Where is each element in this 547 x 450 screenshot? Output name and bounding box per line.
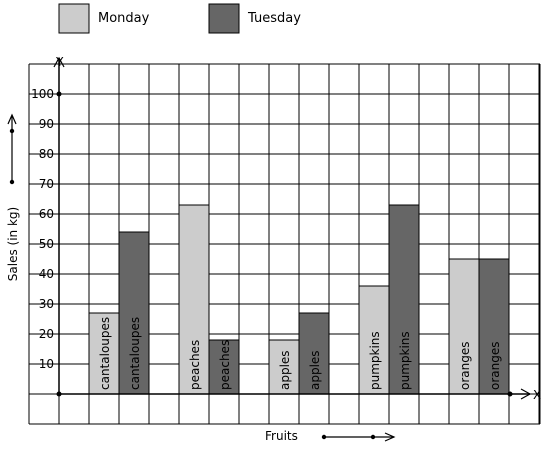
bar-label-peaches-tuesday: peaches xyxy=(218,340,232,390)
bar-oranges-tuesday xyxy=(478,258,510,395)
x-axis-label: Fruits xyxy=(265,429,298,443)
bar-label-peaches-monday: peaches xyxy=(188,340,202,390)
legend-label-tuesday: Tuesday xyxy=(247,11,301,26)
y-axis-arrowhead xyxy=(53,56,65,68)
y-axis-letter: Y xyxy=(55,55,64,69)
bar-peaches-tuesday xyxy=(208,339,240,395)
y-tick-label: 80 xyxy=(39,147,54,161)
bar-peaches-monday xyxy=(178,204,210,395)
bar-cantaloupes-tuesday xyxy=(118,231,150,395)
legend-swatch-tuesday xyxy=(208,3,240,34)
y-tick-label: 20 xyxy=(39,327,54,341)
y-tick-label: 90 xyxy=(39,117,54,131)
axis-point-marker xyxy=(56,391,62,397)
y-tick-label: 60 xyxy=(39,207,54,221)
bars: cantaloupes cantaloupes peaches peaches appl… xyxy=(88,204,510,395)
bar-label-oranges-monday: oranges xyxy=(458,342,472,391)
bar-apples-tuesday xyxy=(298,312,330,395)
x-axis-letter: X xyxy=(533,388,541,402)
y-tick-label: 50 xyxy=(39,237,54,251)
x-label-arrow-dot xyxy=(370,434,376,440)
axis-point-marker xyxy=(507,391,513,397)
bar-pumpkins-tuesday xyxy=(388,204,420,395)
legend-swatch-monday xyxy=(58,3,90,34)
x-label-arrow-dot xyxy=(321,434,327,440)
y-label-arrow-dot xyxy=(9,128,15,134)
x-label-arrow-head xyxy=(384,432,396,442)
axes xyxy=(53,56,532,400)
y-tick-labels: 10 20 30 40 50 60 70 80 90 100 xyxy=(31,87,64,371)
bar-label-pumpkins-tuesday: pumpkins xyxy=(398,331,412,390)
axis-arrows-decoration xyxy=(7,113,396,442)
bar-label-cantaloupes-monday: cantaloupes xyxy=(98,317,112,390)
y-tick-label: 40 xyxy=(39,267,54,281)
bar-cantaloupes-monday xyxy=(88,312,120,395)
y-tick-label: 100 xyxy=(31,87,54,101)
legend-label-monday: Monday xyxy=(98,11,150,26)
y-label-arrow-head xyxy=(7,113,17,125)
y-tick-label: 30 xyxy=(39,297,54,311)
bar-pumpkins-monday xyxy=(358,285,390,395)
y-label-arrow-dot xyxy=(9,179,15,185)
bar-label-pumpkins-monday: pumpkins xyxy=(368,331,382,390)
y-tick-label: 70 xyxy=(39,177,54,191)
bar-label-apples-tuesday: apples xyxy=(308,350,322,390)
legend: Monday Tuesday xyxy=(58,3,301,34)
y-axis-label: Sales (in kg) xyxy=(6,207,20,281)
x-axis-arrowhead xyxy=(520,388,532,400)
bar-label-oranges-tuesday: oranges xyxy=(488,342,502,391)
bar-label-cantaloupes-tuesday: cantaloupes xyxy=(128,317,142,390)
bar-label-apples-monday: apples xyxy=(278,350,292,390)
y-tick-label: 10 xyxy=(39,357,54,371)
